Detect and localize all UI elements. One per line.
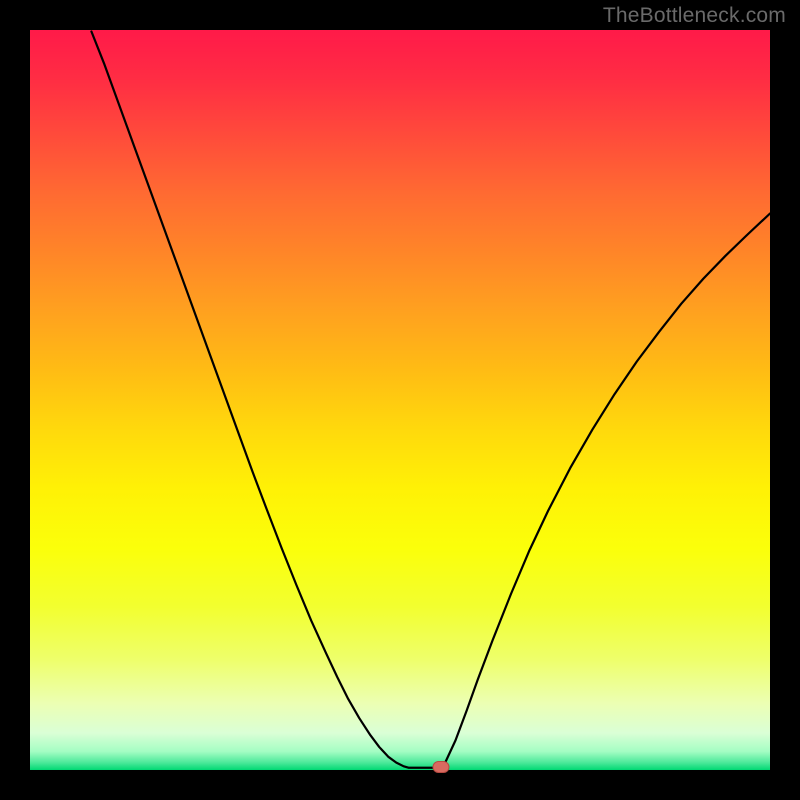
plot-area bbox=[30, 30, 770, 770]
optimum-marker bbox=[432, 761, 449, 773]
plot-svg bbox=[30, 30, 770, 770]
gradient-background bbox=[30, 30, 770, 770]
watermark-label: TheBottleneck.com bbox=[603, 4, 786, 28]
